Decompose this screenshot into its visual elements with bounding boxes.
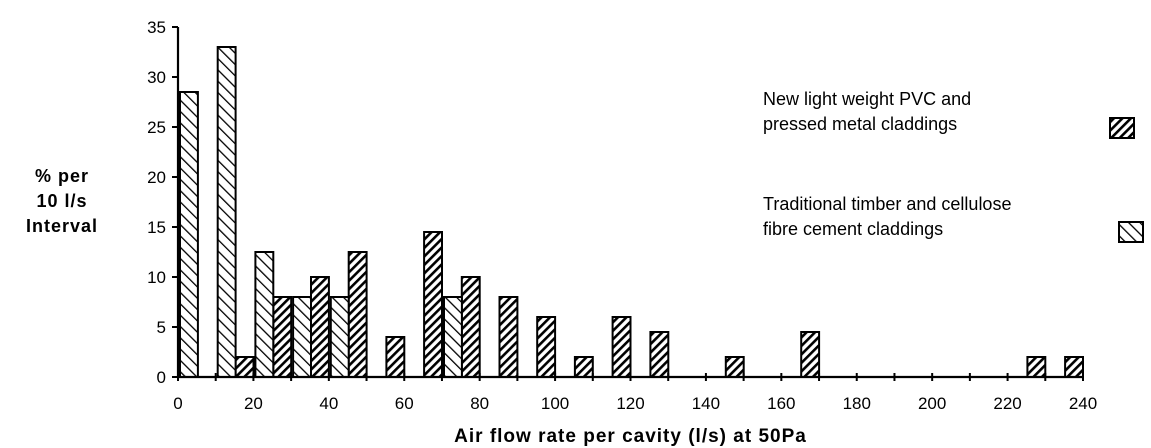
x-tick-label-180: 180 bbox=[843, 394, 871, 413]
bar-pvc-20 bbox=[272, 296, 293, 378]
legend-label-line: New light weight PVC and bbox=[763, 89, 971, 109]
axes-layer bbox=[172, 26, 1084, 381]
bar-pvc-140 bbox=[724, 356, 745, 378]
legend-swatch-traditional bbox=[1118, 221, 1144, 243]
bar-traditional-70 bbox=[443, 296, 463, 378]
legend-label-line: Traditional timber and cellulose bbox=[763, 194, 1011, 214]
legend-label-line: fibre cement claddings bbox=[763, 219, 943, 239]
x-tick-label-40: 40 bbox=[319, 394, 338, 413]
x-tick-label-200: 200 bbox=[918, 394, 946, 413]
bar-pvc-70 bbox=[460, 276, 481, 378]
bar-pvc-160 bbox=[800, 331, 821, 378]
bar-pvc-50 bbox=[385, 336, 406, 378]
y-axis-title-line: 10 l/s bbox=[36, 191, 87, 211]
legend: New light weight PVC and pressed metal cl… bbox=[763, 89, 1144, 243]
x-tick-label-80: 80 bbox=[470, 394, 489, 413]
x-tick-label-160: 160 bbox=[767, 394, 795, 413]
bar-pvc-30 bbox=[310, 276, 330, 378]
bar-pvc-80 bbox=[498, 296, 519, 378]
y-axis-title: % per 10 l/s Interval bbox=[26, 166, 98, 236]
x-tick-label-20: 20 bbox=[244, 394, 263, 413]
y-tick-label-5: 5 bbox=[157, 318, 166, 337]
bar-traditional-20 bbox=[254, 251, 275, 378]
bars-layer bbox=[179, 46, 1084, 378]
bar-traditional-0 bbox=[179, 91, 199, 378]
x-tick-label-120: 120 bbox=[616, 394, 644, 413]
y-tick-label-0: 0 bbox=[157, 368, 166, 387]
bar-pvc-120 bbox=[649, 331, 670, 378]
y-tick-label-30: 30 bbox=[147, 68, 166, 87]
legend-label-traditional: Traditional timber and cellulose fibre ce… bbox=[763, 194, 1011, 239]
bar-pvc-230 bbox=[1064, 356, 1084, 378]
x-tick-label-0: 0 bbox=[173, 394, 182, 413]
x-tick-label-240: 240 bbox=[1069, 394, 1097, 413]
bar-pvc-220 bbox=[1026, 356, 1047, 378]
bar-traditional-10 bbox=[216, 46, 237, 378]
bar-traditional-40 bbox=[329, 296, 350, 378]
y-tick-label-35: 35 bbox=[147, 18, 166, 37]
y-tick-label-25: 25 bbox=[147, 118, 166, 137]
bar-pvc-40 bbox=[347, 251, 368, 378]
x-axis-title: Air flow rate per cavity (l/s) at 50Pa bbox=[454, 426, 807, 447]
bar-pvc-110 bbox=[611, 316, 632, 378]
bar-pvc-10 bbox=[234, 356, 255, 378]
x-tick-label-140: 140 bbox=[692, 394, 720, 413]
y-tick-label-10: 10 bbox=[147, 268, 166, 287]
y-axis-title-line: Interval bbox=[26, 216, 98, 236]
legend-swatch-pvc bbox=[1109, 117, 1135, 139]
x-tick-label-60: 60 bbox=[395, 394, 414, 413]
x-tick-label-100: 100 bbox=[541, 394, 569, 413]
labels-layer: 0 5 10 15 20 25 30 35 0 20 40 60 80 100 120 140 160 180 20… bbox=[26, 18, 1097, 447]
bar-pvc-60 bbox=[423, 231, 444, 378]
legend-label-pvc: New light weight PVC and pressed metal cl… bbox=[763, 89, 971, 134]
bar-pvc-100 bbox=[573, 356, 594, 378]
y-tick-label-15: 15 bbox=[147, 218, 166, 237]
y-axis-title-line: % per bbox=[35, 166, 89, 186]
x-tick-label-220: 220 bbox=[993, 394, 1021, 413]
bar-traditional-30 bbox=[292, 296, 313, 378]
legend-label-line: pressed metal claddings bbox=[763, 114, 957, 134]
bar-pvc-90 bbox=[536, 316, 557, 378]
y-tick-label-20: 20 bbox=[147, 168, 166, 187]
